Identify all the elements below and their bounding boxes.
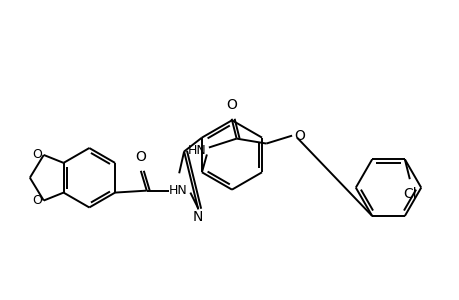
Text: HN: HN: [168, 184, 187, 197]
Text: HN: HN: [187, 144, 206, 157]
Text: N: N: [193, 210, 203, 224]
Text: Cl: Cl: [402, 187, 416, 201]
Text: O: O: [32, 148, 42, 161]
Text: O: O: [294, 129, 305, 142]
Text: O: O: [135, 150, 146, 164]
Text: O: O: [226, 98, 236, 112]
Text: O: O: [32, 194, 42, 207]
